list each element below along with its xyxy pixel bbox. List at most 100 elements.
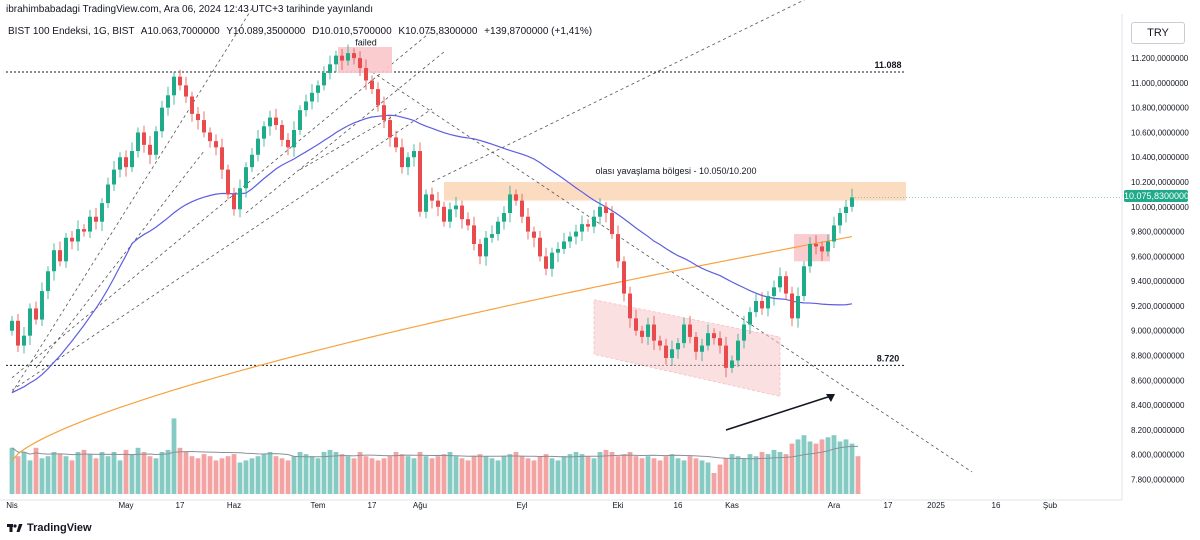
volume-bar <box>747 454 753 494</box>
trend-line <box>299 107 409 170</box>
candle-body <box>130 151 134 168</box>
candle-body <box>664 345 668 358</box>
candle-body <box>724 345 728 368</box>
candle-body <box>772 287 776 297</box>
candle-body <box>382 105 386 121</box>
volume-bar <box>849 443 855 494</box>
y-tick-label: 10.800,0000000 <box>1131 104 1189 113</box>
candle-body <box>376 89 380 106</box>
candle-body <box>322 72 326 86</box>
volume-bar <box>291 456 297 494</box>
volume-bar <box>813 443 819 494</box>
volume-bar <box>315 458 321 494</box>
candle-body <box>262 126 266 139</box>
candle-body <box>592 216 596 227</box>
volume-bar <box>237 462 243 494</box>
candle-body <box>112 169 116 185</box>
volume-bar <box>147 456 153 494</box>
candle-body <box>154 131 158 155</box>
currency-button[interactable]: TRY <box>1131 22 1185 44</box>
volume-bar <box>801 435 807 494</box>
candle-body <box>238 188 242 210</box>
candle-body <box>628 293 632 319</box>
candle-body <box>640 330 644 337</box>
candle-body <box>16 320 20 346</box>
candle-body <box>706 333 710 346</box>
candle-body <box>190 96 194 114</box>
volume-bar <box>63 456 69 494</box>
volume-bar <box>753 456 759 494</box>
volume-bar <box>639 458 645 494</box>
candle-body <box>688 324 692 337</box>
candle-body <box>124 157 128 168</box>
volume-trend-arrow <box>725 394 835 431</box>
volume-bar <box>783 454 789 494</box>
tradingview-logo[interactable]: TradingView <box>7 522 92 534</box>
volume-bar <box>9 447 15 494</box>
candle-body <box>598 206 602 217</box>
y-tick-label: 9.000,0000000 <box>1131 327 1185 336</box>
candle-body <box>292 129 296 148</box>
volume-bar <box>375 460 381 494</box>
volume-bar <box>189 456 195 494</box>
candle-body <box>838 213 842 226</box>
candle-body <box>496 221 500 235</box>
candle-body <box>106 184 110 204</box>
ohlc-close: K10.075,8300000 <box>398 26 478 37</box>
volume-bar <box>537 456 543 494</box>
candle-body <box>358 58 362 69</box>
volume-bar <box>117 460 123 494</box>
volume-bar <box>543 454 549 494</box>
candle-body <box>550 252 554 269</box>
candle-body <box>808 243 812 267</box>
volume-bar <box>603 449 609 494</box>
candle-body <box>478 243 482 257</box>
x-tick-label: 17 <box>368 501 377 510</box>
x-tick-label: Haz <box>227 501 241 510</box>
candle-body <box>736 340 740 361</box>
volume-bar <box>705 462 711 494</box>
y-tick-label: 11.200,0000000 <box>1131 54 1189 63</box>
symbol-name[interactable]: BIST 100 Endeksi, 1G, BIST <box>8 26 135 37</box>
volume-bar <box>447 452 453 494</box>
candle-body <box>472 225 476 244</box>
volume-bar <box>411 458 417 494</box>
volume-bar <box>531 460 537 494</box>
y-tick-label: 8.000,0000000 <box>1131 451 1185 460</box>
volume-bar <box>75 452 81 494</box>
tradingview-logo-icon <box>7 524 23 532</box>
volume-bar <box>219 458 225 494</box>
volume-bar <box>435 456 441 494</box>
volume-bar <box>279 458 285 494</box>
volume-bar <box>765 454 771 494</box>
volume-bar <box>171 418 177 494</box>
candle-body <box>430 194 434 201</box>
candle-body <box>160 107 164 132</box>
volume-bar <box>243 460 249 494</box>
candle-body <box>244 167 248 189</box>
candle-body <box>202 120 206 133</box>
volume-bar <box>585 456 591 494</box>
volume-bar <box>669 454 675 494</box>
candle-body <box>148 144 152 155</box>
volume-bar <box>567 454 573 494</box>
candle-body <box>232 194 236 210</box>
candle-body <box>118 157 122 170</box>
volume-bar <box>621 454 627 494</box>
x-tick-label: 16 <box>992 501 1001 510</box>
volume-bar <box>459 458 465 494</box>
volume-bar <box>165 449 171 494</box>
candle-body <box>502 213 506 222</box>
candle-body <box>580 224 584 232</box>
zone-annotation: olası yavaşlama bölgesi - 10.050/10.200 <box>595 166 756 176</box>
candle-body <box>694 336 698 352</box>
volume-bar <box>255 456 261 494</box>
volume-bar <box>831 435 837 494</box>
volume-bar <box>615 456 621 494</box>
volume-bar <box>339 454 345 494</box>
candle-body <box>610 213 614 235</box>
volume-bar <box>735 456 741 494</box>
volume-bar <box>591 458 597 494</box>
candle-body <box>616 234 620 262</box>
